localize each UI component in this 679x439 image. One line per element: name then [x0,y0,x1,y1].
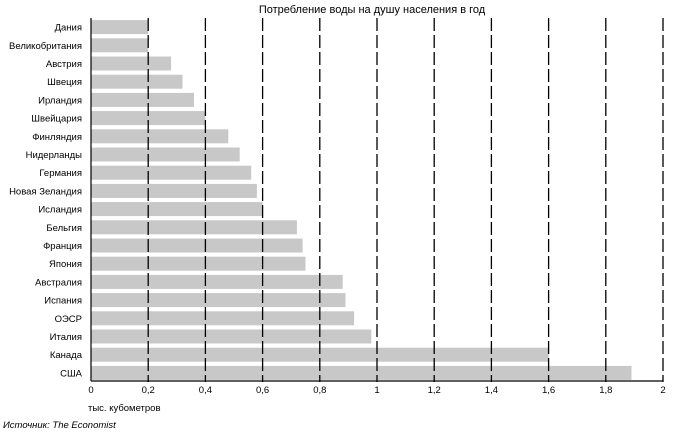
bar-17 [91,311,355,326]
category-label: Ирландия [38,95,82,106]
x-tick-label: 1,2 [428,385,441,396]
x-tick-label: 0 [88,385,93,396]
grid-layer [90,18,664,382]
source-note: Источник: The Economist [3,420,116,431]
x-axis-unit-label: тыс. кубометров [88,403,161,414]
bar-4 [91,74,183,89]
bar-10 [91,183,257,198]
category-label: Швеция [47,77,82,88]
bar-8 [91,147,240,162]
category-label: Италия [50,332,82,343]
bar-1 [91,20,149,35]
category-label: Франция [43,241,82,252]
bar-14 [91,256,306,271]
x-tick-label: 0,8 [313,385,326,396]
bar-11 [91,202,263,217]
bars-layer [91,20,632,380]
category-label: Швейцария [31,114,82,125]
chart-title: Потребление воды на душу населения в год [259,4,486,16]
x-tick-label: 0,2 [142,385,155,396]
x-tick-label: 1,6 [542,385,555,396]
bar-5 [91,92,194,107]
x-tick-label: 1,4 [485,385,498,396]
bar-6 [91,111,206,126]
category-label: Австрия [46,59,82,70]
bar-13 [91,238,303,253]
category-label: Япония [49,259,82,270]
bar-2 [91,38,149,53]
category-label: США [60,368,83,379]
bar-12 [91,220,297,235]
bar-16 [91,293,346,308]
category-label: ОЭСР [55,314,82,325]
category-label: Австралия [35,277,82,288]
x-tick-label: 2 [660,385,665,396]
x-axis-ticks: 0 0,2 0,4 0,6 0,8 1 1,2 1,4 1,6 1,8 2 [88,385,665,396]
bar-9 [91,165,252,180]
x-tick-label: 0,4 [199,385,212,396]
bar-20 [91,365,632,380]
bar-18 [91,329,372,344]
category-label: Испания [44,296,82,307]
bar-3 [91,56,172,71]
bar-7 [91,129,229,144]
bar-15 [91,274,343,289]
category-label: Нидерланды [26,150,83,161]
category-label: Финляндия [32,132,82,143]
x-tick-label: 0,6 [256,385,269,396]
category-label: Канада [50,350,83,361]
category-label: Германия [39,168,82,179]
category-label: Исландия [38,205,82,216]
category-label: Новая Зеландия [9,186,82,197]
category-label: Великобритания [9,41,82,52]
category-label: Дания [55,23,82,34]
category-labels: Дания Великобритания Австрия Швеция Ирландия… [9,23,83,380]
category-label: Бельгия [46,223,82,234]
x-tick-label: 1,8 [599,385,612,396]
x-tick-label: 1 [374,385,379,396]
